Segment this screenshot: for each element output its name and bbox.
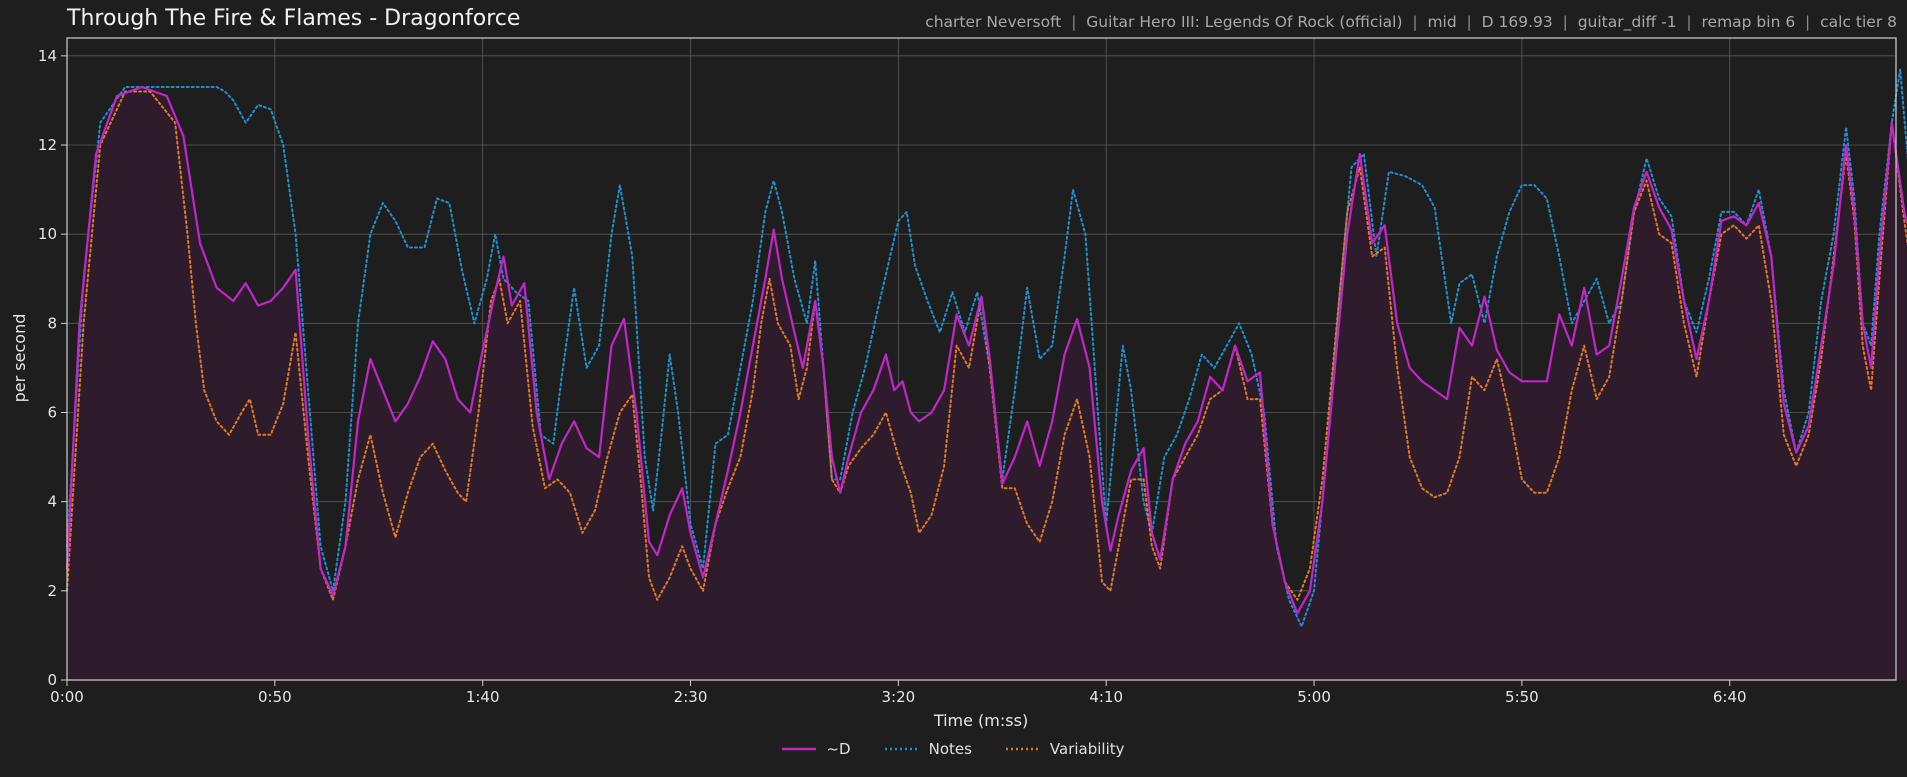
axes: 0:00 0:50 1:40 2:30 3:20 4:10 5:00 5:50 6:40 0 2 4 6… bbox=[38, 37, 1897, 706]
legend-label-d: ~D bbox=[826, 740, 851, 758]
x-tick-label: 6:40 bbox=[1713, 688, 1747, 706]
chart-metadata: charter Neversoft | Guitar Hero III: Leg… bbox=[925, 13, 1897, 31]
x-tick-label: 4:10 bbox=[1089, 688, 1123, 706]
x-axis-label: Time (m:ss) bbox=[933, 711, 1028, 730]
meta-separator: | bbox=[1676, 13, 1702, 31]
meta-separator: | bbox=[1061, 13, 1087, 31]
x-tick-label: 3:20 bbox=[882, 688, 916, 706]
y-tick-label: 10 bbox=[38, 225, 57, 243]
y-tick-label: 4 bbox=[47, 493, 57, 511]
y-tick-label: 12 bbox=[38, 136, 57, 154]
legend-label-variability: Variability bbox=[1049, 740, 1125, 758]
plot-frame bbox=[66, 37, 1897, 681]
y-tick-label: 2 bbox=[47, 582, 57, 600]
x-tick-label: 5:50 bbox=[1505, 688, 1539, 706]
y-axis-label: per second bbox=[10, 314, 29, 403]
meta-item: charter Neversoft bbox=[925, 13, 1062, 31]
legend-item-variability: Variability bbox=[1005, 740, 1125, 758]
x-tick-label: 5:00 bbox=[1297, 688, 1331, 706]
meta-item: guitar_diff -1 bbox=[1577, 13, 1677, 31]
y-tick-label: 8 bbox=[47, 314, 57, 332]
y-tick-label: 0 bbox=[47, 671, 57, 689]
meta-separator: | bbox=[1795, 13, 1821, 31]
legend-swatch-d bbox=[782, 747, 817, 751]
meta-item: mid bbox=[1427, 13, 1457, 31]
meta-separator: | bbox=[1552, 13, 1578, 31]
x-tick-label: 1:40 bbox=[466, 688, 500, 706]
x-tick-label: 0:00 bbox=[50, 688, 84, 706]
legend-item-notes: Notes bbox=[884, 740, 972, 758]
legend-item-d: ~D bbox=[782, 740, 851, 758]
x-tick-label: 0:50 bbox=[258, 688, 292, 706]
meta-item: calc tier 8 bbox=[1820, 13, 1897, 31]
y-tick-label: 14 bbox=[38, 47, 57, 65]
legend-swatch-notes bbox=[884, 747, 919, 751]
meta-item: D 169.93 bbox=[1481, 13, 1553, 31]
series-d-area bbox=[67, 87, 1907, 680]
y-tick-label: 6 bbox=[47, 404, 57, 422]
legend: ~D Notes Variability bbox=[0, 740, 1907, 758]
meta-separator: | bbox=[1456, 13, 1482, 31]
chart-title: Through The Fire & Flames - Dragonforce bbox=[67, 6, 521, 31]
meta-separator: | bbox=[1402, 13, 1428, 31]
legend-label-notes: Notes bbox=[928, 740, 972, 758]
meta-item: remap bin 6 bbox=[1701, 13, 1796, 31]
legend-swatch-variability bbox=[1005, 747, 1040, 751]
meta-item: Guitar Hero III: Legends Of Rock (offici… bbox=[1086, 13, 1403, 31]
series-notes-line bbox=[66, 68, 1907, 628]
series-layer bbox=[65, 68, 1907, 680]
series-d-line bbox=[65, 85, 1907, 615]
x-tick-label: 2:30 bbox=[674, 688, 708, 706]
